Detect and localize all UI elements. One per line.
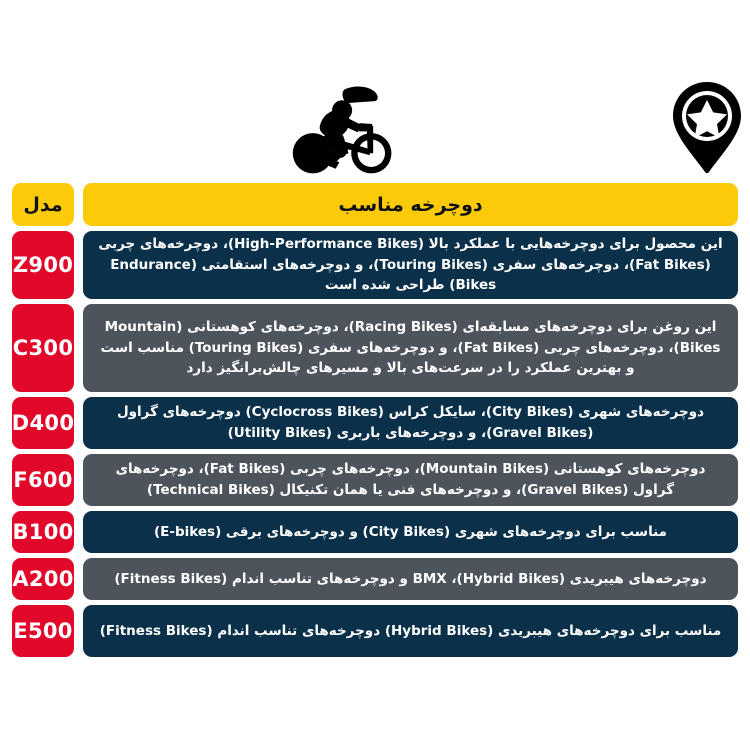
- table-row[interactable]: دوچرخه‌های هیبریدی (Hybrid Bikes)، BMX و…: [12, 558, 738, 600]
- location-pin-star-icon: [672, 80, 742, 175]
- table-row[interactable]: مناسب برای دوچرخه‌های هیبریدی (Hybrid Bi…: [12, 605, 738, 657]
- table-row[interactable]: این روغن برای دوچرخه‌های مسابقه‌ای (Raci…: [12, 304, 738, 392]
- row-model-cell: F600: [12, 454, 74, 506]
- row-model-cell: A200: [12, 558, 74, 600]
- header-cell-description: دوچرخه مناسب: [83, 183, 738, 226]
- row-model-cell: D400: [12, 397, 74, 449]
- row-description-text: این محصول برای دوچرخه‌هایی با عملکرد بال…: [98, 235, 723, 294]
- table-row[interactable]: دوچرخه‌های کوهستانی (Mountain Bikes)، دو…: [12, 454, 738, 506]
- row-description-cell: دوچرخه‌های شهری (City Bikes)، سایکل کراس…: [83, 397, 738, 449]
- row-description-cell: مناسب برای دوچرخه‌های شهری (City Bikes) …: [83, 511, 738, 553]
- row-description-cell: دوچرخه‌های هیبریدی (Hybrid Bikes)، BMX و…: [83, 558, 738, 600]
- row-description-cell: دوچرخه‌های کوهستانی (Mountain Bikes)، دو…: [83, 454, 738, 506]
- row-description-cell: این محصول برای دوچرخه‌هایی با عملکرد بال…: [83, 231, 738, 299]
- cyclist-icon: [288, 82, 398, 177]
- row-description-text: دوچرخه‌های هیبریدی (Hybrid Bikes)، BMX و…: [114, 570, 707, 587]
- row-description-text: مناسب برای دوچرخه‌های شهری (City Bikes) …: [153, 523, 668, 540]
- row-model-cell: E500: [12, 605, 74, 657]
- row-description-cell: مناسب برای دوچرخه‌های هیبریدی (Hybrid Bi…: [83, 605, 738, 657]
- header-icon-strip: [0, 0, 750, 180]
- row-description-cell: این روغن برای دوچرخه‌های مسابقه‌ای (Raci…: [83, 304, 738, 392]
- bicycle-compatibility-table: دوچرخه مناسب مدل این محصول برای دوچرخه‌ه…: [12, 183, 738, 662]
- row-description-text: این روغن برای دوچرخه‌های مسابقه‌ای (Raci…: [100, 318, 721, 377]
- row-model-cell: Z900: [12, 231, 74, 299]
- table-row[interactable]: این محصول برای دوچرخه‌هایی با عملکرد بال…: [12, 231, 738, 299]
- table-row[interactable]: دوچرخه‌های شهری (City Bikes)، سایکل کراس…: [12, 397, 738, 449]
- row-description-text: دوچرخه‌های کوهستانی (Mountain Bikes)، دو…: [115, 461, 706, 498]
- header-cell-model: مدل: [12, 183, 74, 226]
- table-row[interactable]: مناسب برای دوچرخه‌های شهری (City Bikes) …: [12, 511, 738, 553]
- row-model-cell: B100: [12, 511, 74, 553]
- row-model-cell: C300: [12, 304, 74, 392]
- table-header-row: دوچرخه مناسب مدل: [12, 183, 738, 226]
- row-description-text: مناسب برای دوچرخه‌های هیبریدی (Hybrid Bi…: [99, 622, 722, 639]
- row-description-text: دوچرخه‌های شهری (City Bikes)، سایکل کراس…: [116, 404, 705, 441]
